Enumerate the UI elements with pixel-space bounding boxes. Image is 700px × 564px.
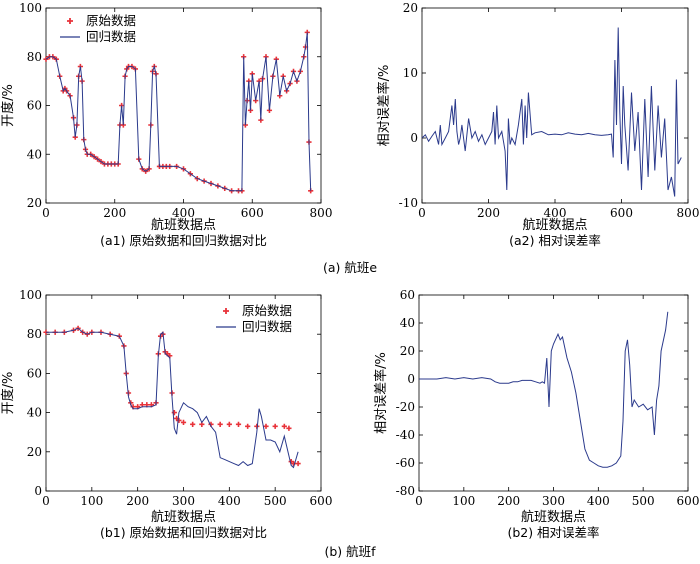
x-tick-label: 400 <box>218 494 241 508</box>
x-tick-label: 800 <box>310 206 333 220</box>
x-tick-label: 200 <box>477 206 500 220</box>
raw-data-point <box>217 421 223 427</box>
y-tick-label: 100 <box>19 1 42 15</box>
y-tick-label: 0 <box>34 484 42 498</box>
chart-caption: (a2) 相对误差率 <box>509 233 601 248</box>
x-tick-label: 200 <box>497 494 520 508</box>
raw-data-point <box>295 460 301 467</box>
x-tick-label: 200 <box>126 494 149 508</box>
y-tick-label: -20 <box>396 400 415 414</box>
x-tick-label: 600 <box>310 494 333 508</box>
legend-entry: 回归数据 <box>86 29 136 44</box>
series-line <box>46 327 299 469</box>
raw-data-point <box>290 460 297 467</box>
y-axis-label: 相对误差率/% <box>373 352 389 434</box>
x-tick-label: 300 <box>172 494 195 508</box>
y-tick-label: 20 <box>27 445 42 459</box>
y-tick-label: 40 <box>400 316 415 330</box>
y-tick-label: 60 <box>27 366 42 380</box>
x-tick-label: 600 <box>610 206 633 220</box>
y-tick-label: -10 <box>399 196 418 210</box>
x-axis-label: 航班数据点 <box>522 217 587 233</box>
y-tick-label: -60 <box>396 456 415 470</box>
y-tick-label: 40 <box>27 147 42 161</box>
x-tick-label: 0 <box>415 494 423 508</box>
y-tick-label: 10 <box>403 66 418 80</box>
x-tick-label: 800 <box>677 206 700 220</box>
y-tick-label: -40 <box>396 428 415 442</box>
chart-a1: 0 200 400 600 800 20 40 60 80 100 航班数据点 开度/% (a1) 原始… <box>0 1 332 248</box>
chart-caption: (b2) 相对误差率 <box>507 525 599 540</box>
chart-b1: 0 100 200 300 400 500 600 0 20 40 60 80 100 航班数据点 开度/%… <box>0 288 332 540</box>
x-axis-label: 航班数据点 <box>521 509 586 525</box>
x-tick-label: 200 <box>103 206 126 220</box>
x-tick-label: 400 <box>544 206 567 220</box>
legend-marker <box>67 18 73 24</box>
y-tick-label: 100 <box>19 288 42 302</box>
y-axis-label: 开度/% <box>0 372 16 415</box>
x-tick-label: 600 <box>677 494 700 508</box>
series-line <box>421 27 682 197</box>
x-axis-label: 航班数据点 <box>151 509 216 525</box>
legend-entry: 原始数据 <box>86 13 136 28</box>
raw-data-point <box>286 425 292 431</box>
x-tick-label: 100 <box>80 494 103 508</box>
raw-data-point <box>176 417 182 424</box>
raw-data-point <box>190 421 196 427</box>
series-line <box>419 311 669 468</box>
subfigure-label-b: (b) 航班f <box>324 544 376 559</box>
x-tick-label: 0 <box>418 206 426 220</box>
x-tick-label: 400 <box>587 494 610 508</box>
y-axis-label: 开度/% <box>0 84 16 127</box>
x-tick-label: 500 <box>264 494 287 508</box>
raw-data-point <box>235 421 242 427</box>
y-tick-label: 40 <box>27 406 42 420</box>
y-tick-label: 80 <box>27 50 42 64</box>
legend-entry: 回归数据 <box>242 319 292 334</box>
y-tick-label: 20 <box>400 344 415 358</box>
legend-marker <box>223 308 229 314</box>
x-tick-label: 100 <box>452 494 475 508</box>
raw-data-point <box>263 423 269 429</box>
raw-data-point <box>272 423 278 429</box>
y-axis-label: 相对误差率/% <box>376 65 392 147</box>
y-tick-label: 80 <box>27 327 42 341</box>
raw-data-point <box>171 410 177 416</box>
x-tick-label: 600 <box>241 206 264 220</box>
raw-data-point <box>226 421 232 427</box>
y-tick-label: 0 <box>410 131 418 145</box>
series-line <box>45 32 312 192</box>
y-tick-label: -80 <box>396 484 415 498</box>
legend-entry: 原始数据 <box>242 303 292 318</box>
y-tick-label: 60 <box>400 288 415 302</box>
x-tick-label: 300 <box>542 494 565 508</box>
x-tick-label: 0 <box>42 494 50 508</box>
subfigure-label-a: (a) 航班e <box>323 260 377 275</box>
y-tick-label: 0 <box>407 372 415 386</box>
y-tick-label: 20 <box>27 196 42 210</box>
plot-frame <box>418 294 689 492</box>
x-tick-label: 400 <box>172 206 195 220</box>
x-tick-label: 500 <box>632 494 655 508</box>
y-tick-label: 60 <box>27 99 42 113</box>
raw-data-point <box>281 423 287 429</box>
chart-caption: (b1) 原始数据和回归数据对比 <box>100 525 267 540</box>
x-axis-label: 航班数据点 <box>151 217 216 233</box>
chart-caption: (a1) 原始数据和回归数据对比 <box>100 233 267 248</box>
x-tick-label: 0 <box>42 206 50 220</box>
y-tick-label: 20 <box>403 1 418 15</box>
raw-data-point <box>180 419 187 425</box>
chart-b2: 0 100 200 300 400 500 600 -80 -60 -40 -20 0 20 40 60 航班… <box>373 288 699 540</box>
raw-data-point <box>245 423 251 429</box>
